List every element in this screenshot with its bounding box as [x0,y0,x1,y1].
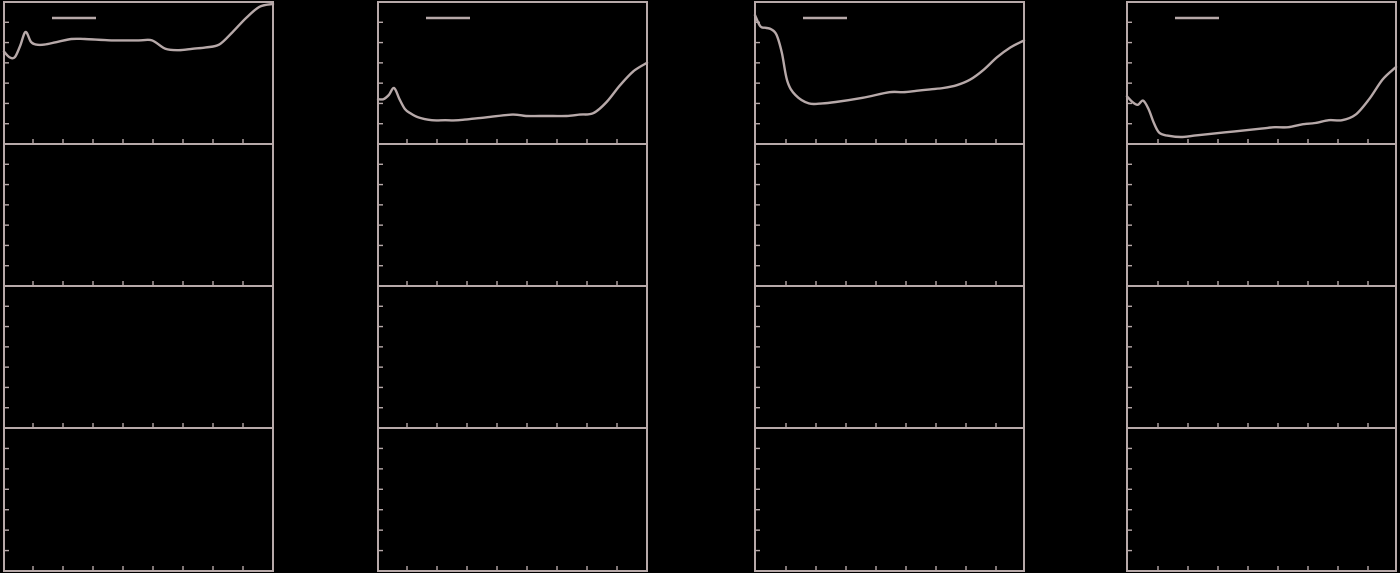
panel-2-series-1-line [376,61,649,122]
panel-3-series-1-line [753,14,1026,106]
panel-4-series-1-line [1125,65,1398,139]
panel-1-series-1-line [2,2,275,60]
